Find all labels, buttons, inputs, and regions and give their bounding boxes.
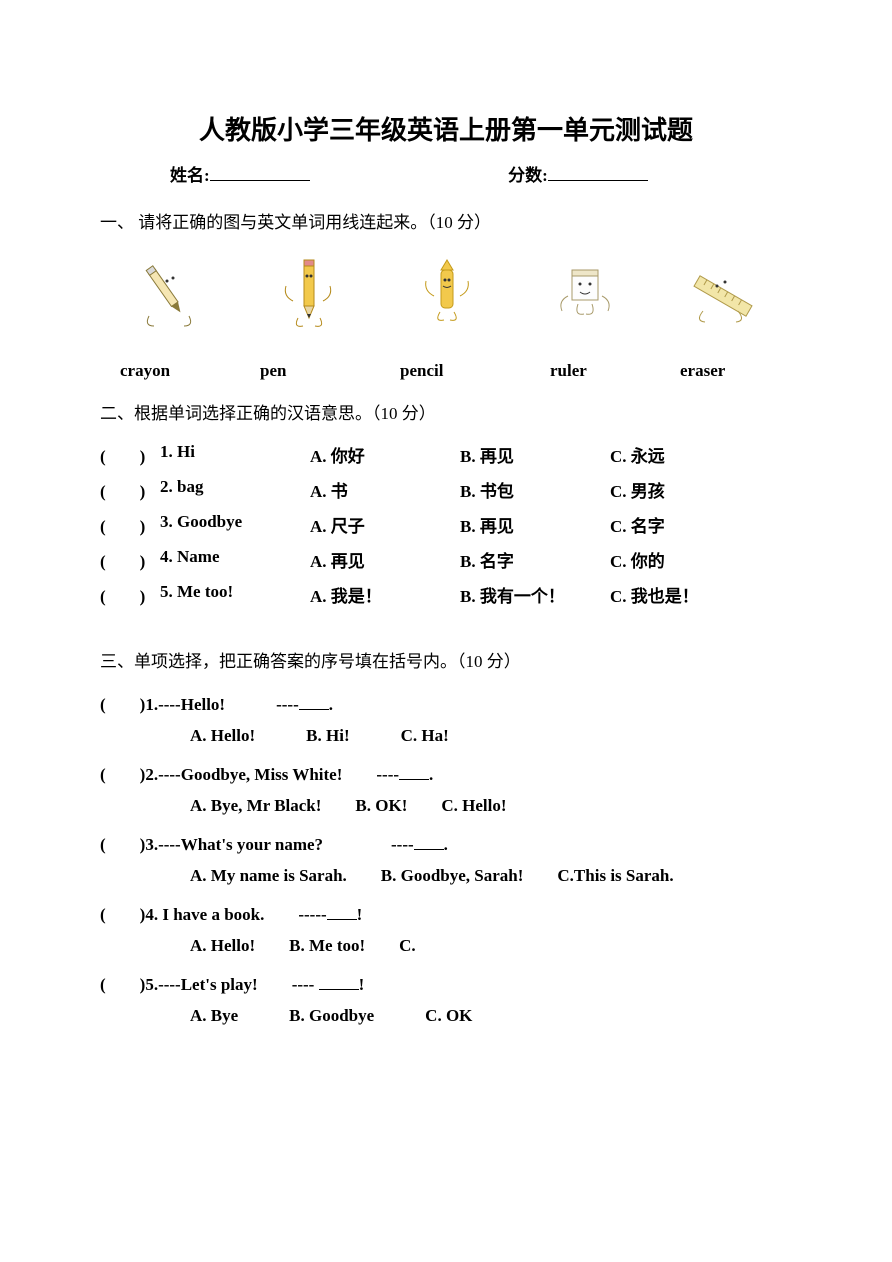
fill-blank[interactable] bbox=[299, 692, 329, 710]
worksheet-page: 人教版小学三年级英语上册第一单元测试题 姓名: 分数: 一、 请将正确的图与英文… bbox=[0, 0, 892, 1262]
q2-item: ( ) 1. Hi A. 你好 B. 再见 C. 永远 bbox=[100, 442, 792, 467]
q2-item: ( ) 4. Name A. 再见 B. 名字 C. 你的 bbox=[100, 547, 792, 572]
word-pencil: pencil bbox=[400, 361, 550, 381]
section1-heading: 一、 请将正确的图与英文单词用线连起来。（10 分） bbox=[100, 208, 792, 233]
section3-heading: 三、单项选择，把正确答案的序号填在括号内。（10 分） bbox=[100, 647, 792, 672]
answer-blank[interactable]: ( ) bbox=[100, 512, 160, 537]
fill-blank[interactable] bbox=[327, 902, 357, 920]
q3-item: ( )1.----Hello! ----. bbox=[100, 690, 792, 715]
q3-choices: A. Bye, Mr Black! B. OK! C. Hello! bbox=[190, 791, 792, 816]
fill-blank[interactable] bbox=[399, 762, 429, 780]
q2-item: ( ) 5. Me too! A. 我是！ B. 我有一个！ C. 我也是！ bbox=[100, 582, 792, 607]
q3-choices: A. Bye B. Goodbye C. OK bbox=[190, 1001, 792, 1026]
section2-heading: 二、根据单词选择正确的汉语意思。（10 分） bbox=[100, 399, 792, 424]
name-label: 姓名: bbox=[170, 166, 210, 185]
ruler-icon bbox=[678, 251, 768, 341]
word-pen: pen bbox=[260, 361, 400, 381]
answer-blank[interactable]: ( ) bbox=[100, 582, 160, 607]
word-crayon: crayon bbox=[120, 361, 260, 381]
q3-item: ( )2.----Goodbye, Miss White! ----. bbox=[100, 760, 792, 785]
q2-item: ( ) 2. bag A. 书 B. 书包 C. 男孩 bbox=[100, 477, 792, 502]
header-line: 姓名: 分数: bbox=[170, 161, 792, 186]
q3-choices: A. Hello! B. Me too! C. bbox=[190, 931, 792, 956]
pencil-icon bbox=[263, 251, 353, 341]
q2-item: ( ) 3. Goodbye A. 尺子 B. 再见 C. 名字 bbox=[100, 512, 792, 537]
answer-blank[interactable]: ( ) bbox=[100, 547, 160, 572]
word-ruler: ruler bbox=[550, 361, 680, 381]
answer-blank[interactable]: ( ) bbox=[100, 442, 160, 467]
pen-icon bbox=[124, 251, 214, 341]
q3-item: ( )3.----What's your name? ----. bbox=[100, 830, 792, 855]
fill-blank[interactable] bbox=[319, 972, 359, 990]
q3-choices: A. Hello! B. Hi! C. Ha! bbox=[190, 721, 792, 746]
page-title: 人教版小学三年级英语上册第一单元测试题 bbox=[100, 110, 792, 147]
word-eraser: eraser bbox=[680, 361, 725, 381]
q3-item: ( )5.----Let's play! ---- ! bbox=[100, 970, 792, 995]
section2-items: ( ) 1. Hi A. 你好 B. 再见 C. 永远 ( ) 2. bag A… bbox=[100, 442, 792, 607]
q3-choices: A. My name is Sarah. B. Goodbye, Sarah! … bbox=[190, 861, 792, 886]
score-blank[interactable] bbox=[548, 163, 648, 181]
name-blank[interactable] bbox=[210, 163, 310, 181]
section3-items: ( )1.----Hello! ----. A. Hello! B. Hi! C… bbox=[100, 690, 792, 1026]
score-label: 分数: bbox=[508, 166, 548, 185]
fill-blank[interactable] bbox=[414, 832, 444, 850]
answer-blank[interactable]: ( ) bbox=[100, 477, 160, 502]
section1-words: crayon pen pencil ruler eraser bbox=[100, 361, 792, 381]
eraser-icon bbox=[539, 251, 629, 341]
q3-item: ( )4. I have a book. -----! bbox=[100, 900, 792, 925]
section1-pictures bbox=[100, 251, 792, 341]
crayon-icon bbox=[401, 251, 491, 341]
